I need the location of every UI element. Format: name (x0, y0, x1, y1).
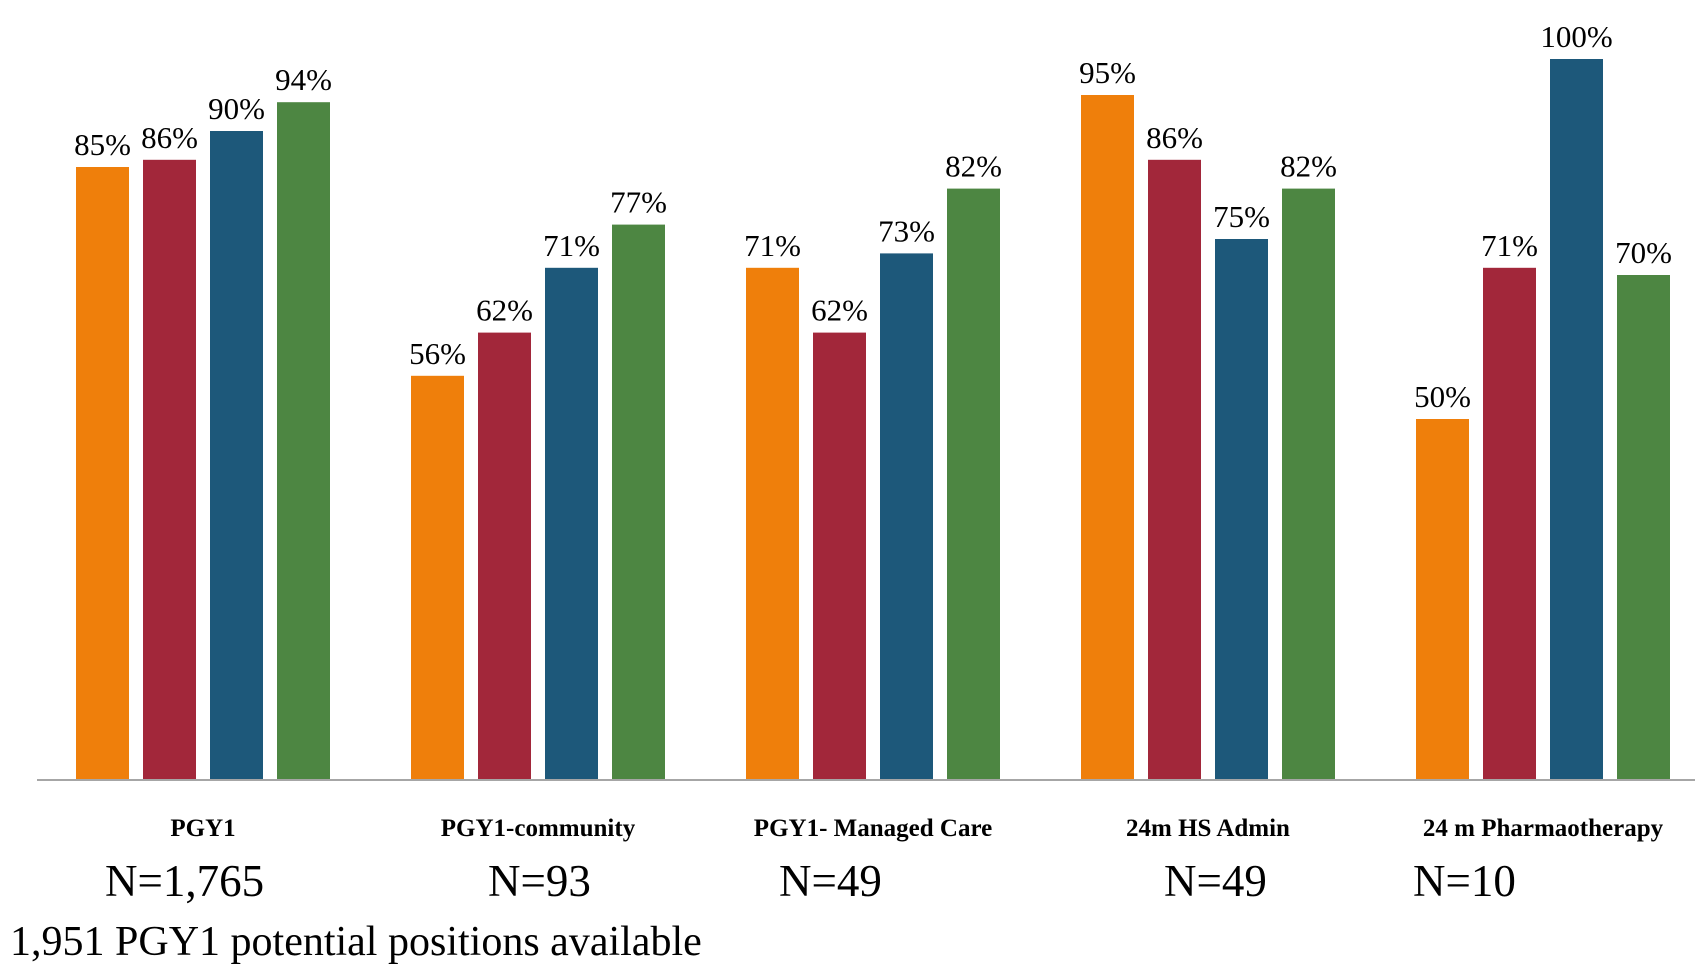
category-tick-label: PGY1 (170, 815, 235, 842)
bar (210, 131, 263, 779)
value-labels-layer: 85% 86% 90% 94% 56% 62% 71% 77% 71% 62% 73% 82% 95% 8… (74, 19, 1672, 414)
category-tick-label: 24 m Pharmaotherapy (1423, 815, 1664, 842)
category-labels-layer: PGY1 PGY1-community PGY1- Managed Care 24m … (170, 815, 1663, 842)
bar (1617, 275, 1670, 779)
bar (880, 253, 933, 779)
n-label: N=93 (488, 856, 591, 906)
bar-value-label: 95% (1079, 55, 1136, 90)
n-label: N=1,765 (105, 856, 265, 906)
bar (813, 332, 866, 779)
bar (1550, 59, 1603, 779)
bar (1215, 239, 1268, 779)
bar-value-label: 56% (409, 336, 466, 371)
bar-value-label: 73% (878, 213, 935, 248)
bar (746, 267, 799, 779)
bar-value-label: 62% (811, 293, 868, 328)
bar-value-label: 71% (543, 228, 600, 263)
bar-value-label: 85% (74, 127, 131, 162)
footnote: 1,951 PGY1 potential positions available (10, 919, 702, 965)
bar (411, 375, 464, 779)
bar (612, 224, 665, 780)
n-label: N=49 (779, 856, 882, 906)
bar-value-label: 50% (1414, 379, 1471, 414)
bar-value-label: 77% (610, 185, 667, 220)
bar (1282, 188, 1335, 780)
category-tick-label: PGY1-community (441, 815, 636, 842)
bar (478, 332, 531, 779)
category-tick-label: 24m HS Admin (1126, 815, 1290, 842)
bar-value-label: 90% (208, 91, 265, 126)
n-label: N=49 (1164, 856, 1267, 906)
bar (1081, 95, 1134, 779)
category-tick-label: PGY1- Managed Care (754, 815, 992, 842)
bar-value-label: 100% (1540, 19, 1612, 54)
bar-value-label: 86% (1146, 120, 1203, 155)
bar (1148, 159, 1201, 780)
n-label: N=10 (1413, 856, 1516, 906)
bar-value-label: 70% (1615, 235, 1672, 270)
bar (545, 267, 598, 779)
bar (143, 159, 196, 780)
bar (76, 167, 129, 779)
bar (947, 188, 1000, 780)
bar-value-label: 71% (744, 228, 801, 263)
bars-layer (76, 59, 1670, 780)
bar-value-label: 71% (1481, 228, 1538, 263)
bar-value-label: 75% (1213, 199, 1270, 234)
bar (1483, 267, 1536, 779)
bar-value-label: 82% (945, 149, 1002, 184)
bar-value-label: 86% (141, 120, 198, 155)
bar (1416, 419, 1469, 779)
bar-value-label: 82% (1280, 149, 1337, 184)
bar-value-label: 62% (476, 293, 533, 328)
bar (277, 102, 330, 779)
bar-value-label: 94% (275, 62, 332, 97)
